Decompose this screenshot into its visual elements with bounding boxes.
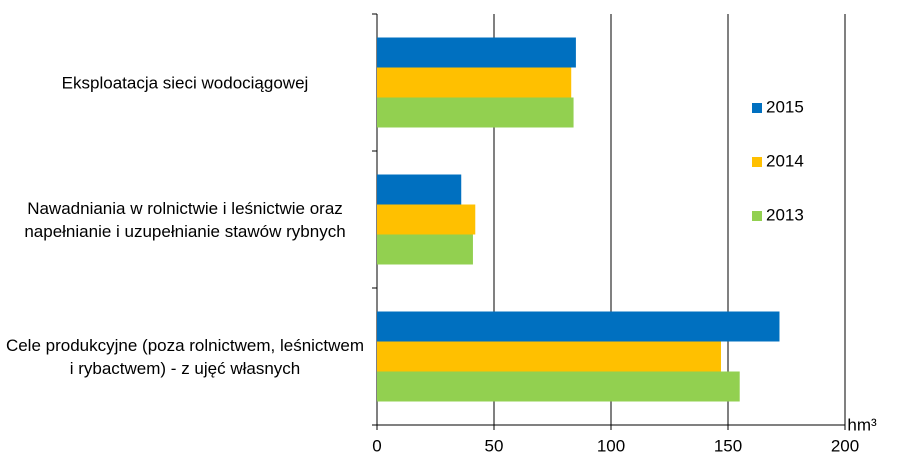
bar — [377, 234, 473, 265]
legend-label: 2014 — [766, 151, 804, 170]
legend-label: 2013 — [766, 205, 804, 224]
bar — [377, 311, 780, 342]
y-tick-label: Cele produkcyjne (poza rolnictwem, leśni… — [5, 335, 365, 378]
y-tick-label: Nawadniania w rolnictwie i leśnictwie or… — [24, 198, 346, 241]
legend-label: 2015 — [766, 97, 804, 116]
y-tick-label: Eksploatacja sieci wodociągowej — [61, 73, 309, 92]
bar — [377, 204, 476, 235]
x-tick-label: 150 — [714, 436, 742, 455]
bar — [377, 37, 576, 68]
x-tick-label: 0 — [372, 436, 381, 455]
x-tick-label: 50 — [485, 436, 504, 455]
bar — [377, 341, 721, 372]
x-axis-label: hm³ — [847, 415, 877, 434]
legend-swatch — [752, 211, 762, 221]
legend-swatch — [752, 157, 762, 167]
bar — [377, 371, 740, 402]
bar — [377, 97, 574, 128]
bar — [377, 174, 462, 205]
legend-swatch — [752, 103, 762, 113]
x-tick-label: 100 — [597, 436, 625, 455]
x-tick-label: 200 — [831, 436, 859, 455]
bar — [377, 67, 572, 98]
